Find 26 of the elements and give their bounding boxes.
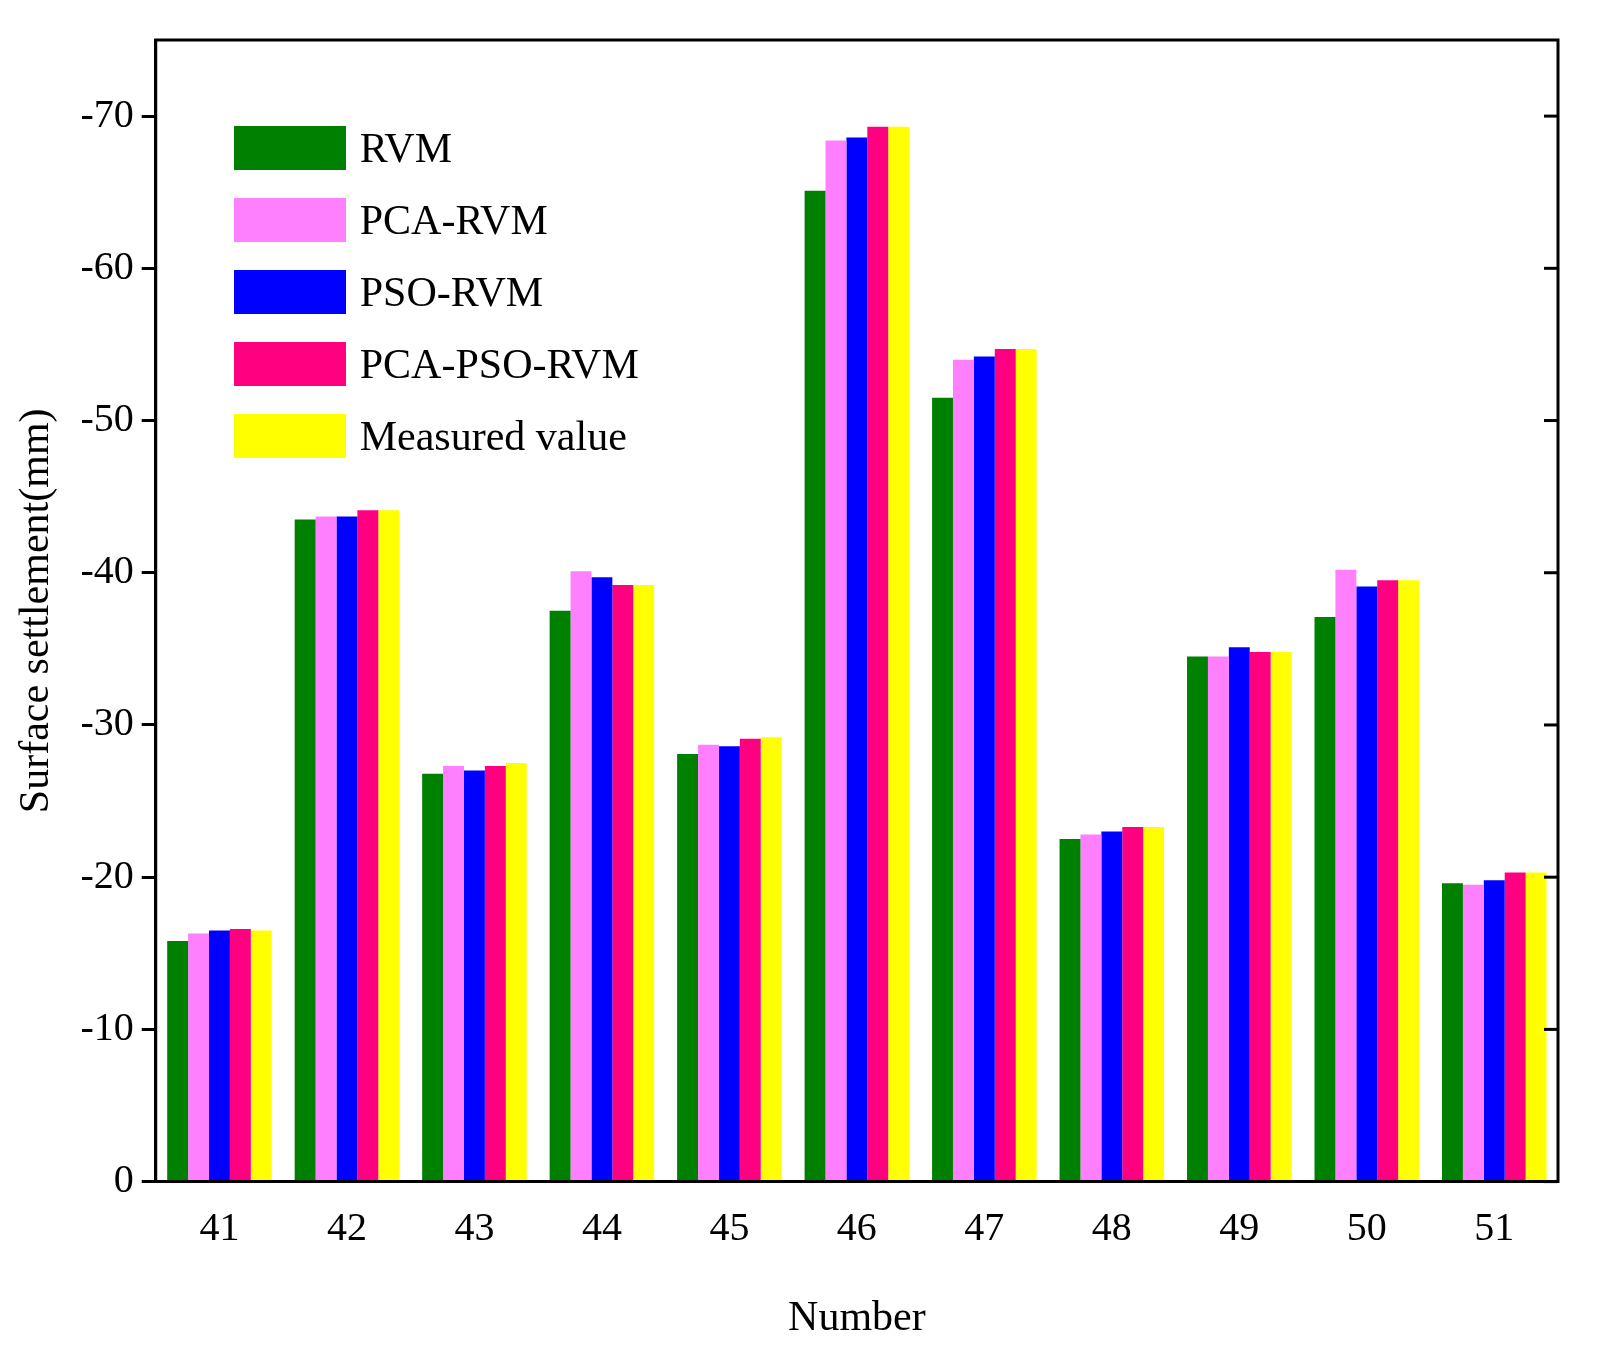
x-tick-label: 49 [1219, 1204, 1260, 1250]
legend-label: Measured value [359, 412, 627, 460]
y-tick-label: -40 [80, 547, 134, 593]
x-tick-label: 48 [1091, 1204, 1132, 1250]
legend-label: PCA-PSO-RVM [359, 340, 639, 388]
x-tick-label: 45 [709, 1204, 750, 1250]
y-tick-label: -20 [80, 851, 134, 897]
y-tick-label: -30 [80, 699, 134, 745]
legend-label: PSO-RVM [359, 268, 544, 316]
x-tick-label: 44 [581, 1204, 622, 1250]
y-tick-label: -50 [80, 395, 134, 441]
x-tick-label: 50 [1346, 1204, 1387, 1250]
y-tick-label: -60 [80, 242, 134, 288]
y-tick-label: 0 [113, 1156, 134, 1202]
x-axis-title: Number [788, 1292, 926, 1339]
x-tick-label: 42 [326, 1204, 367, 1250]
x-tick-label: 41 [199, 1204, 240, 1250]
x-tick-label: 47 [964, 1204, 1005, 1250]
x-tick-label: 51 [1474, 1204, 1515, 1250]
y-axis-title: Surface settlement(mm) [11, 408, 59, 814]
x-tick-label: 46 [836, 1204, 877, 1250]
legend-label: RVM [359, 124, 453, 172]
legend-label: PCA-RVM [359, 196, 548, 244]
y-tick-label: -10 [80, 1003, 134, 1049]
y-tick-label: -70 [80, 90, 134, 136]
x-tick-label: 43 [454, 1204, 495, 1250]
